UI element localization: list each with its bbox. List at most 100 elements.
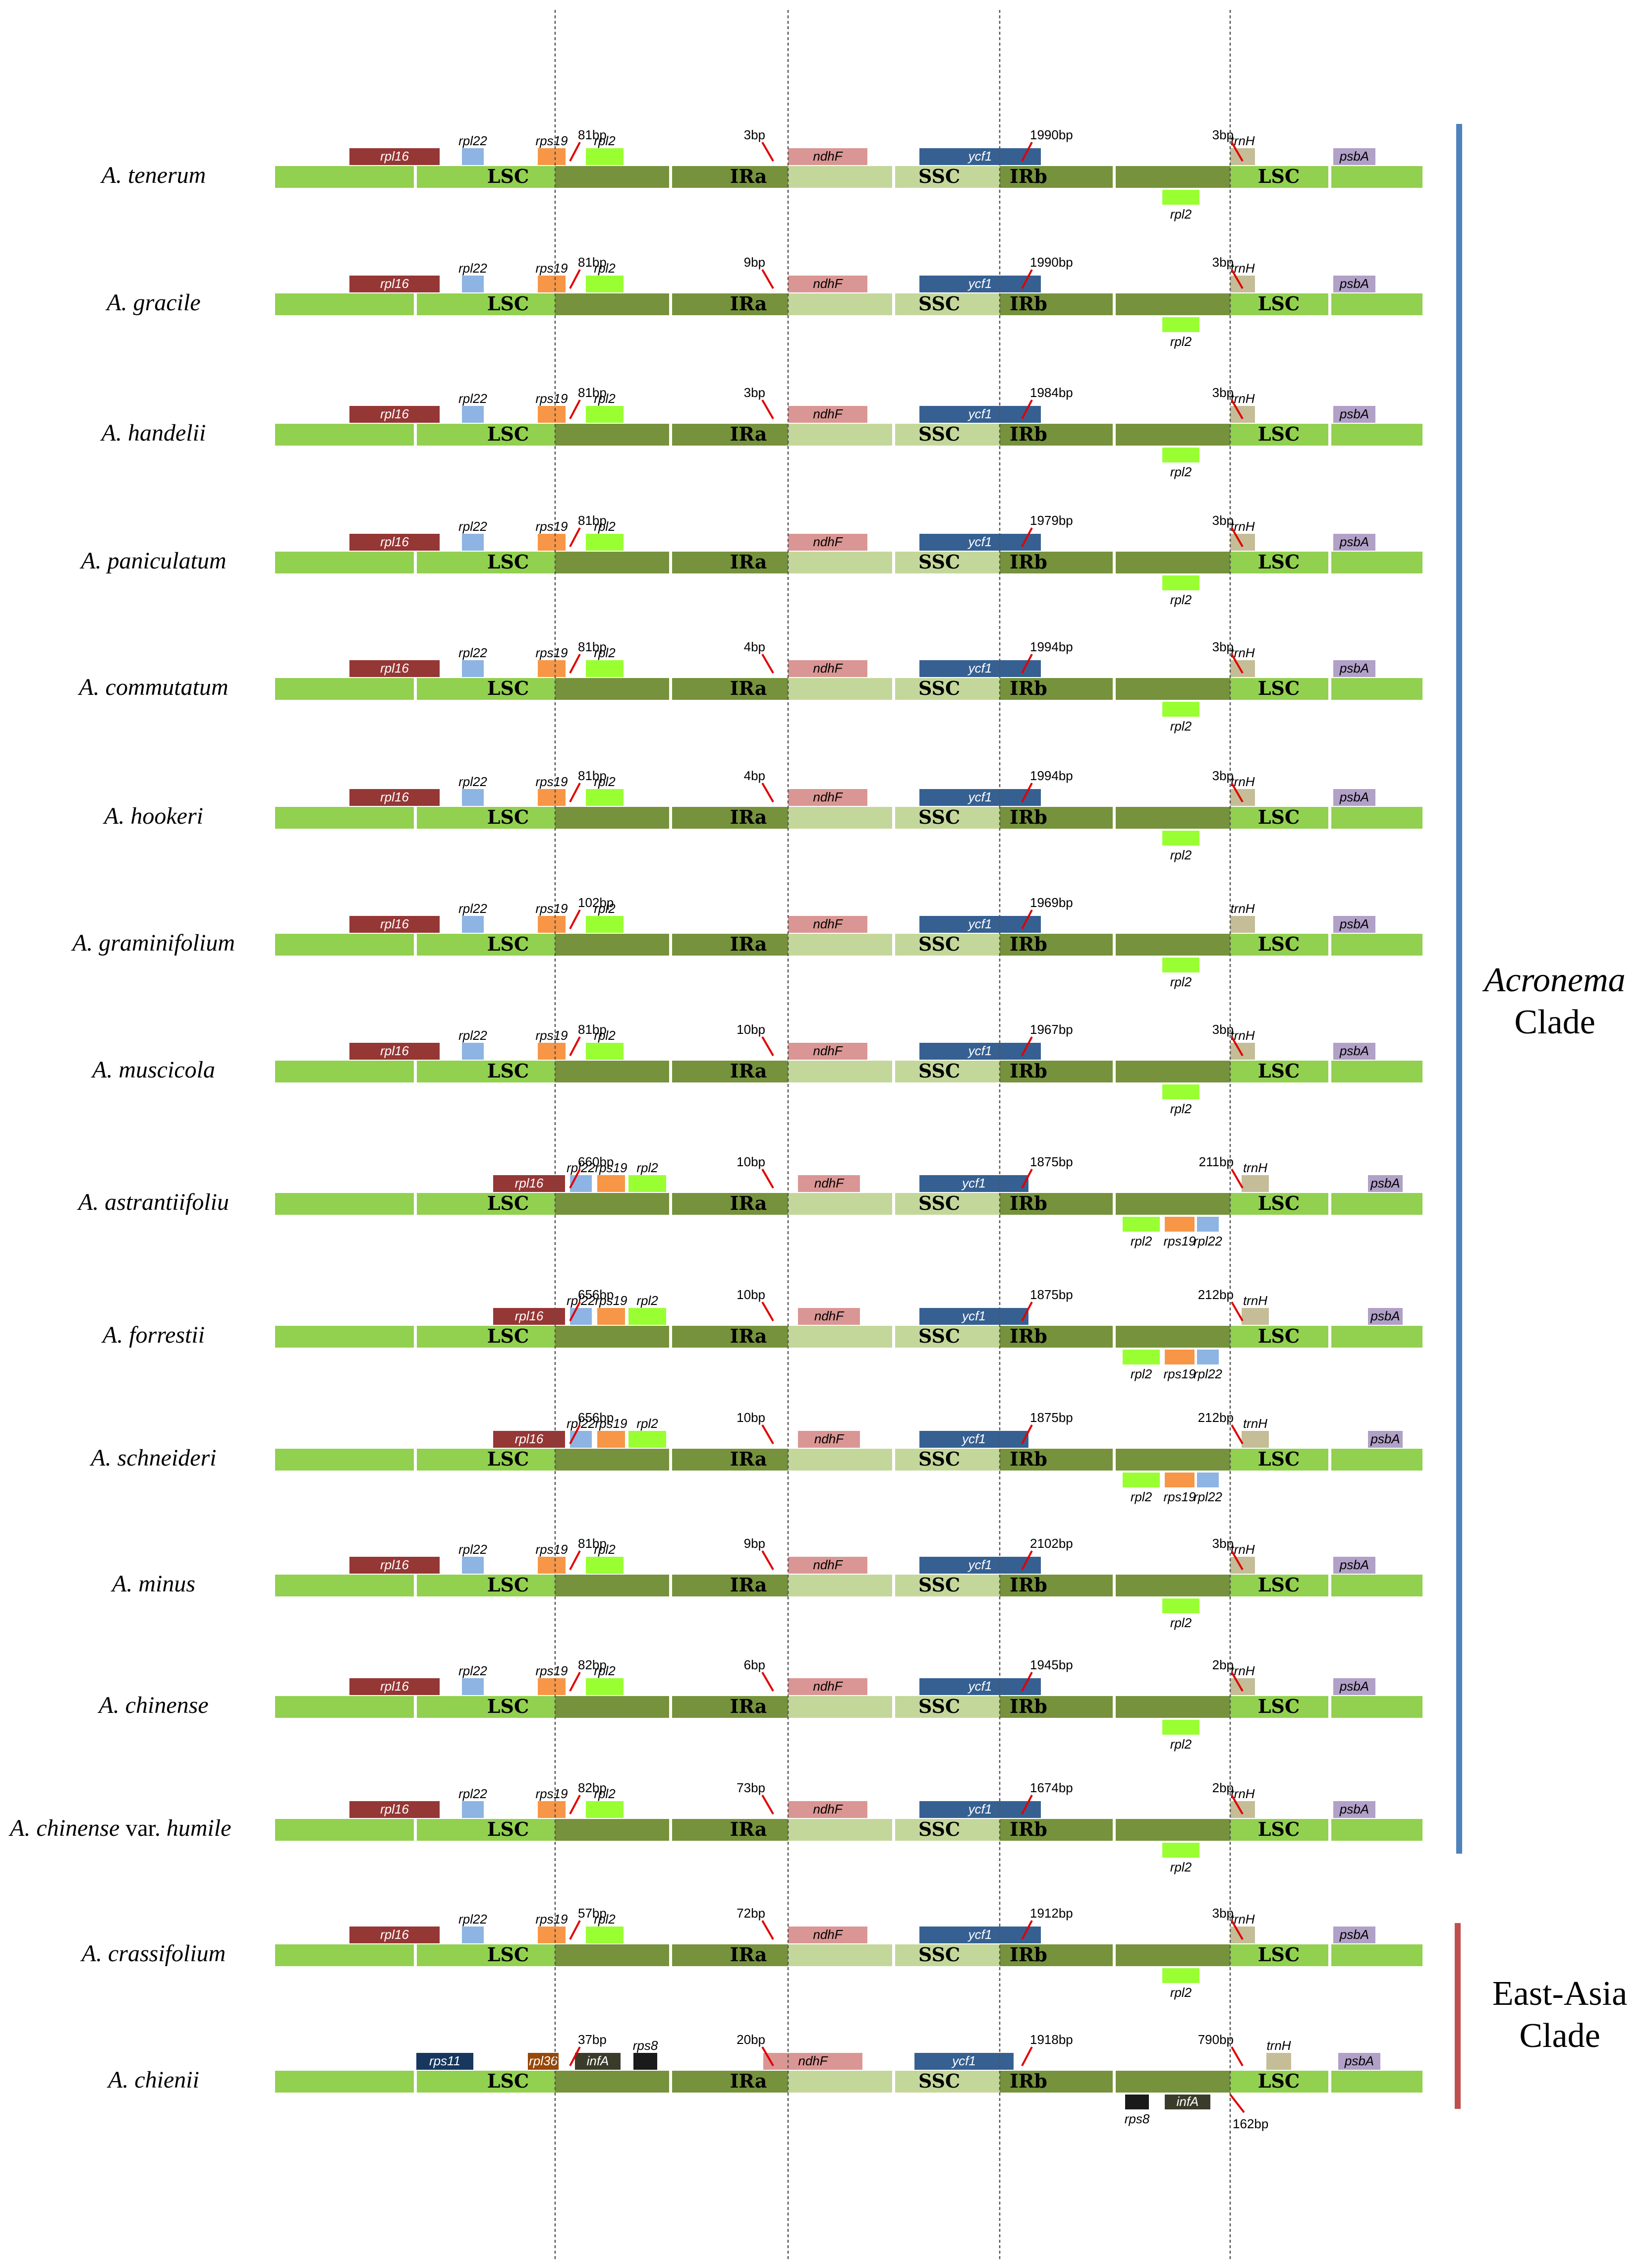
species-label: A. gracile bbox=[105, 289, 200, 316]
gene-ndhf bbox=[788, 1801, 867, 1818]
bar-break bbox=[892, 424, 895, 446]
gene-psba bbox=[1333, 1927, 1375, 1943]
gene-label-psba: psbA bbox=[1339, 1679, 1369, 1694]
gene-label-ycf1: ycf1 bbox=[951, 2053, 976, 2068]
bar-break bbox=[892, 1819, 895, 1841]
gene-ycf1 bbox=[919, 1927, 1041, 1943]
gene-label-ycf1: ycf1 bbox=[967, 406, 992, 421]
region-label-ssc: SSC bbox=[918, 1695, 960, 1717]
bp-tick bbox=[569, 1302, 581, 1321]
gene-rpl22 bbox=[462, 1927, 484, 1943]
bp-tick bbox=[1021, 909, 1033, 929]
bp-tick bbox=[569, 783, 581, 802]
gene-label-rpl16: rpl16 bbox=[380, 916, 409, 931]
bar-break bbox=[669, 293, 672, 315]
gene-label-rpl2-lower: rpl2 bbox=[1170, 207, 1192, 222]
bp-tick bbox=[1231, 1301, 1244, 1322]
gene-label-rpl22: rpl22 bbox=[458, 1663, 487, 1678]
gene-label-rpl2-lower: rpl2 bbox=[1170, 1615, 1192, 1630]
bp-label: 10bp bbox=[737, 1022, 765, 1037]
region-label-irb: IRb bbox=[1010, 292, 1047, 315]
gene-rps19 bbox=[597, 1431, 625, 1448]
bar-break bbox=[414, 1819, 417, 1841]
gene-label-psba: psbA bbox=[1339, 1802, 1369, 1816]
bar-break bbox=[1113, 293, 1116, 315]
gene-ycf1 bbox=[919, 789, 1041, 806]
gene-trnh bbox=[1242, 1431, 1269, 1448]
gene-rps19 bbox=[538, 276, 566, 292]
species-row: A. paniculatum LSC IRa SSC IRb LSC rpl16 rpl22 r… bbox=[79, 513, 1422, 607]
eastasia-clade-bar bbox=[1455, 1923, 1461, 2109]
gene-label-rps19: rps19 bbox=[535, 391, 568, 406]
gene-label-rpl22: rpl22 bbox=[458, 1786, 487, 1801]
bar-break bbox=[669, 1575, 672, 1596]
gene-label-rpl2: rpl2 bbox=[594, 1663, 616, 1678]
gene-psba bbox=[1333, 1557, 1375, 1574]
region-label-lsc: LSC bbox=[487, 292, 529, 315]
gene-label-rpl22: rpl22 bbox=[458, 901, 487, 916]
junction-guide-lines bbox=[554, 10, 1231, 2260]
gene-label-rpl2: rpl2 bbox=[594, 645, 616, 660]
region-label-lsc: LSC bbox=[487, 1192, 529, 1214]
bar-break bbox=[1328, 1061, 1331, 1082]
bp-tick bbox=[1231, 1168, 1244, 1189]
gene-label-trnh: trnH bbox=[1230, 901, 1254, 916]
gene-label-ycf1: ycf1 bbox=[967, 1043, 992, 1058]
bp-label: 212bp bbox=[1198, 1287, 1234, 1302]
species-row: A. handelii LSC IRa SSC IRb LSC rpl16 rpl22 rps1… bbox=[100, 385, 1422, 479]
gene-label-rpl2-lower: rpl2 bbox=[1170, 719, 1192, 734]
region-label-irb: IRb bbox=[1010, 933, 1047, 955]
bar-break bbox=[892, 552, 895, 573]
bar-break bbox=[1328, 293, 1331, 315]
gene-label-rpl16: rpl16 bbox=[515, 1308, 544, 1323]
bar-break bbox=[892, 1449, 895, 1471]
species-row: A. muscicola LSC IRa SSC IRb LSC rpl16 rpl22 rps… bbox=[91, 1022, 1422, 1116]
gene-ycf1 bbox=[919, 1431, 1028, 1448]
bp-label: 3bp bbox=[744, 127, 765, 142]
gene-rps19 bbox=[538, 1557, 566, 1574]
region-label-lsc: LSC bbox=[487, 2070, 529, 2092]
bp-label: 4bp bbox=[744, 639, 765, 654]
gene-label-rpl16: rpl16 bbox=[380, 790, 409, 804]
gene-ycf1 bbox=[919, 406, 1041, 423]
bp-label: 2102bp bbox=[1030, 1536, 1073, 1551]
gene-label-ndhf: ndhF bbox=[813, 1679, 843, 1694]
region-label-irb: IRb bbox=[1010, 1574, 1047, 1596]
gene-rpl22 bbox=[462, 1043, 484, 1060]
bar-break bbox=[892, 293, 895, 315]
gene-rpl16 bbox=[349, 916, 440, 933]
species-label-var: var. bbox=[119, 1815, 167, 1841]
region-label-ssc: SSC bbox=[918, 1325, 960, 1347]
gene-label-ndhf: ndhF bbox=[814, 1431, 845, 1446]
gene-rps11 bbox=[416, 2053, 473, 2070]
gene-label-rps19: rps19 bbox=[535, 261, 568, 276]
region-label-irb: IRb bbox=[1010, 1192, 1047, 1214]
region-lsc-bar bbox=[1230, 934, 1422, 956]
gene-label-ndhf: ndhF bbox=[813, 149, 843, 164]
gene-label-rpl16: rpl16 bbox=[380, 1679, 409, 1694]
bp-tick bbox=[569, 269, 581, 289]
bar-break bbox=[1328, 1696, 1331, 1718]
bp-tick bbox=[761, 782, 774, 803]
bar-break bbox=[414, 678, 417, 700]
species-row: A. commutatum LSC IRa SSC IRb LSC rpl16 rpl22 rp… bbox=[77, 639, 1422, 734]
gene-rpl22 bbox=[462, 534, 484, 551]
gene-label-rpl2: rpl2 bbox=[594, 1028, 616, 1043]
bp-label: 660bp bbox=[578, 1154, 614, 1169]
gene-label-rps19: rps19 bbox=[535, 901, 568, 916]
region-label-lsc: LSC bbox=[1258, 1192, 1300, 1214]
gene-label-rps19-lower: rps19 bbox=[1163, 1489, 1195, 1504]
gene-label-rpl22: rpl22 bbox=[458, 133, 487, 148]
gene-label-rpl2-lower: rpl2 bbox=[1170, 1860, 1192, 1874]
gene-rps19 bbox=[538, 406, 566, 423]
bar-break bbox=[892, 934, 895, 956]
gene-rpl2-lower bbox=[1162, 1720, 1199, 1735]
region-label-lsc: LSC bbox=[1258, 1574, 1300, 1596]
gene-label-rpl2-lower: rpl2 bbox=[1170, 334, 1192, 349]
region-label-lsc: LSC bbox=[487, 806, 529, 828]
region-label-lsc: LSC bbox=[1258, 423, 1300, 445]
bp-tick bbox=[1229, 2094, 1245, 2113]
bar-break bbox=[669, 1944, 672, 1966]
gene-label-rpl16: rpl16 bbox=[380, 534, 409, 549]
gene-label-rpl2-lower: rpl2 bbox=[1131, 1489, 1152, 1504]
